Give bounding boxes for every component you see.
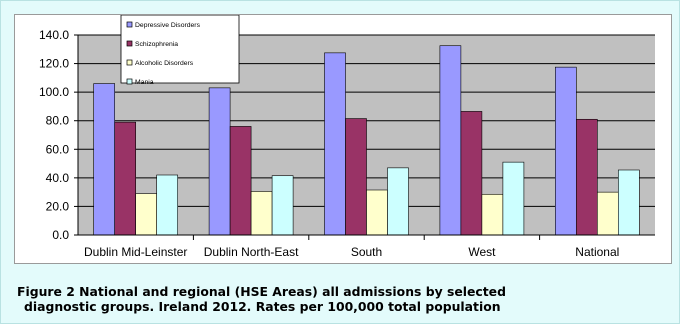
- y-tick-label: 80.0: [46, 114, 70, 128]
- bar: [481, 193, 504, 236]
- y-tick-label: 60.0: [46, 142, 70, 156]
- legend-label: Schizophrenia: [135, 41, 178, 48]
- bar: [439, 45, 462, 236]
- y-tick-label: 120.0: [39, 57, 69, 71]
- legend-label: Alcoholic Disorders: [135, 60, 194, 67]
- bar: [229, 126, 252, 236]
- x-tick-label: West: [468, 245, 496, 259]
- legend-swatch: [126, 59, 133, 66]
- bar: [208, 87, 231, 236]
- y-tick-label: 0.0: [52, 228, 69, 242]
- chart-area: 0.0 20.0 40.0 60.0 80.0 100.0 120.0 140.0 Dublin…: [14, 14, 672, 264]
- legend-label: Depressive Disorders: [135, 22, 201, 29]
- y-tick-label: 140.0: [39, 28, 69, 42]
- bar: [156, 174, 178, 236]
- bar: [345, 118, 367, 236]
- bar: [135, 193, 157, 236]
- legend-label: Mania: [135, 79, 154, 86]
- chart-svg: 0.0 20.0 40.0 60.0 80.0 100.0 120.0 140.0 Dublin…: [39, 15, 655, 259]
- x-tick-label: South: [351, 245, 382, 259]
- x-tick-label: Dublin North-East: [204, 245, 299, 259]
- x-tick-label: National: [575, 245, 619, 259]
- legend-swatch: [126, 40, 133, 47]
- y-tick-label: 100.0: [39, 85, 69, 99]
- bar: [114, 121, 136, 236]
- figure-caption: Figure 2 National and regional (HSE Area…: [17, 284, 667, 314]
- bar: [460, 111, 483, 236]
- bar: [617, 169, 640, 236]
- legend-swatch: [126, 21, 133, 28]
- bar: [387, 167, 409, 236]
- bar: [271, 175, 294, 236]
- y-tick-label: 40.0: [46, 171, 70, 185]
- x-tick-label: Dublin Mid-Leinster: [84, 245, 187, 259]
- bar: [366, 189, 388, 236]
- bar: [324, 52, 346, 236]
- caption-line-2: diagnostic groups. Ireland 2012. Rates p…: [24, 299, 501, 314]
- bar: [596, 191, 619, 236]
- bar: [554, 66, 577, 236]
- legend-swatch: [126, 78, 133, 85]
- legend-box: [120, 15, 240, 84]
- y-tick-label: 20.0: [46, 199, 70, 213]
- caption-line-1: Figure 2 National and regional (HSE Area…: [17, 284, 506, 299]
- bar: [575, 118, 598, 236]
- bar: [93, 83, 115, 236]
- bar: [250, 191, 273, 236]
- bar: [502, 161, 525, 236]
